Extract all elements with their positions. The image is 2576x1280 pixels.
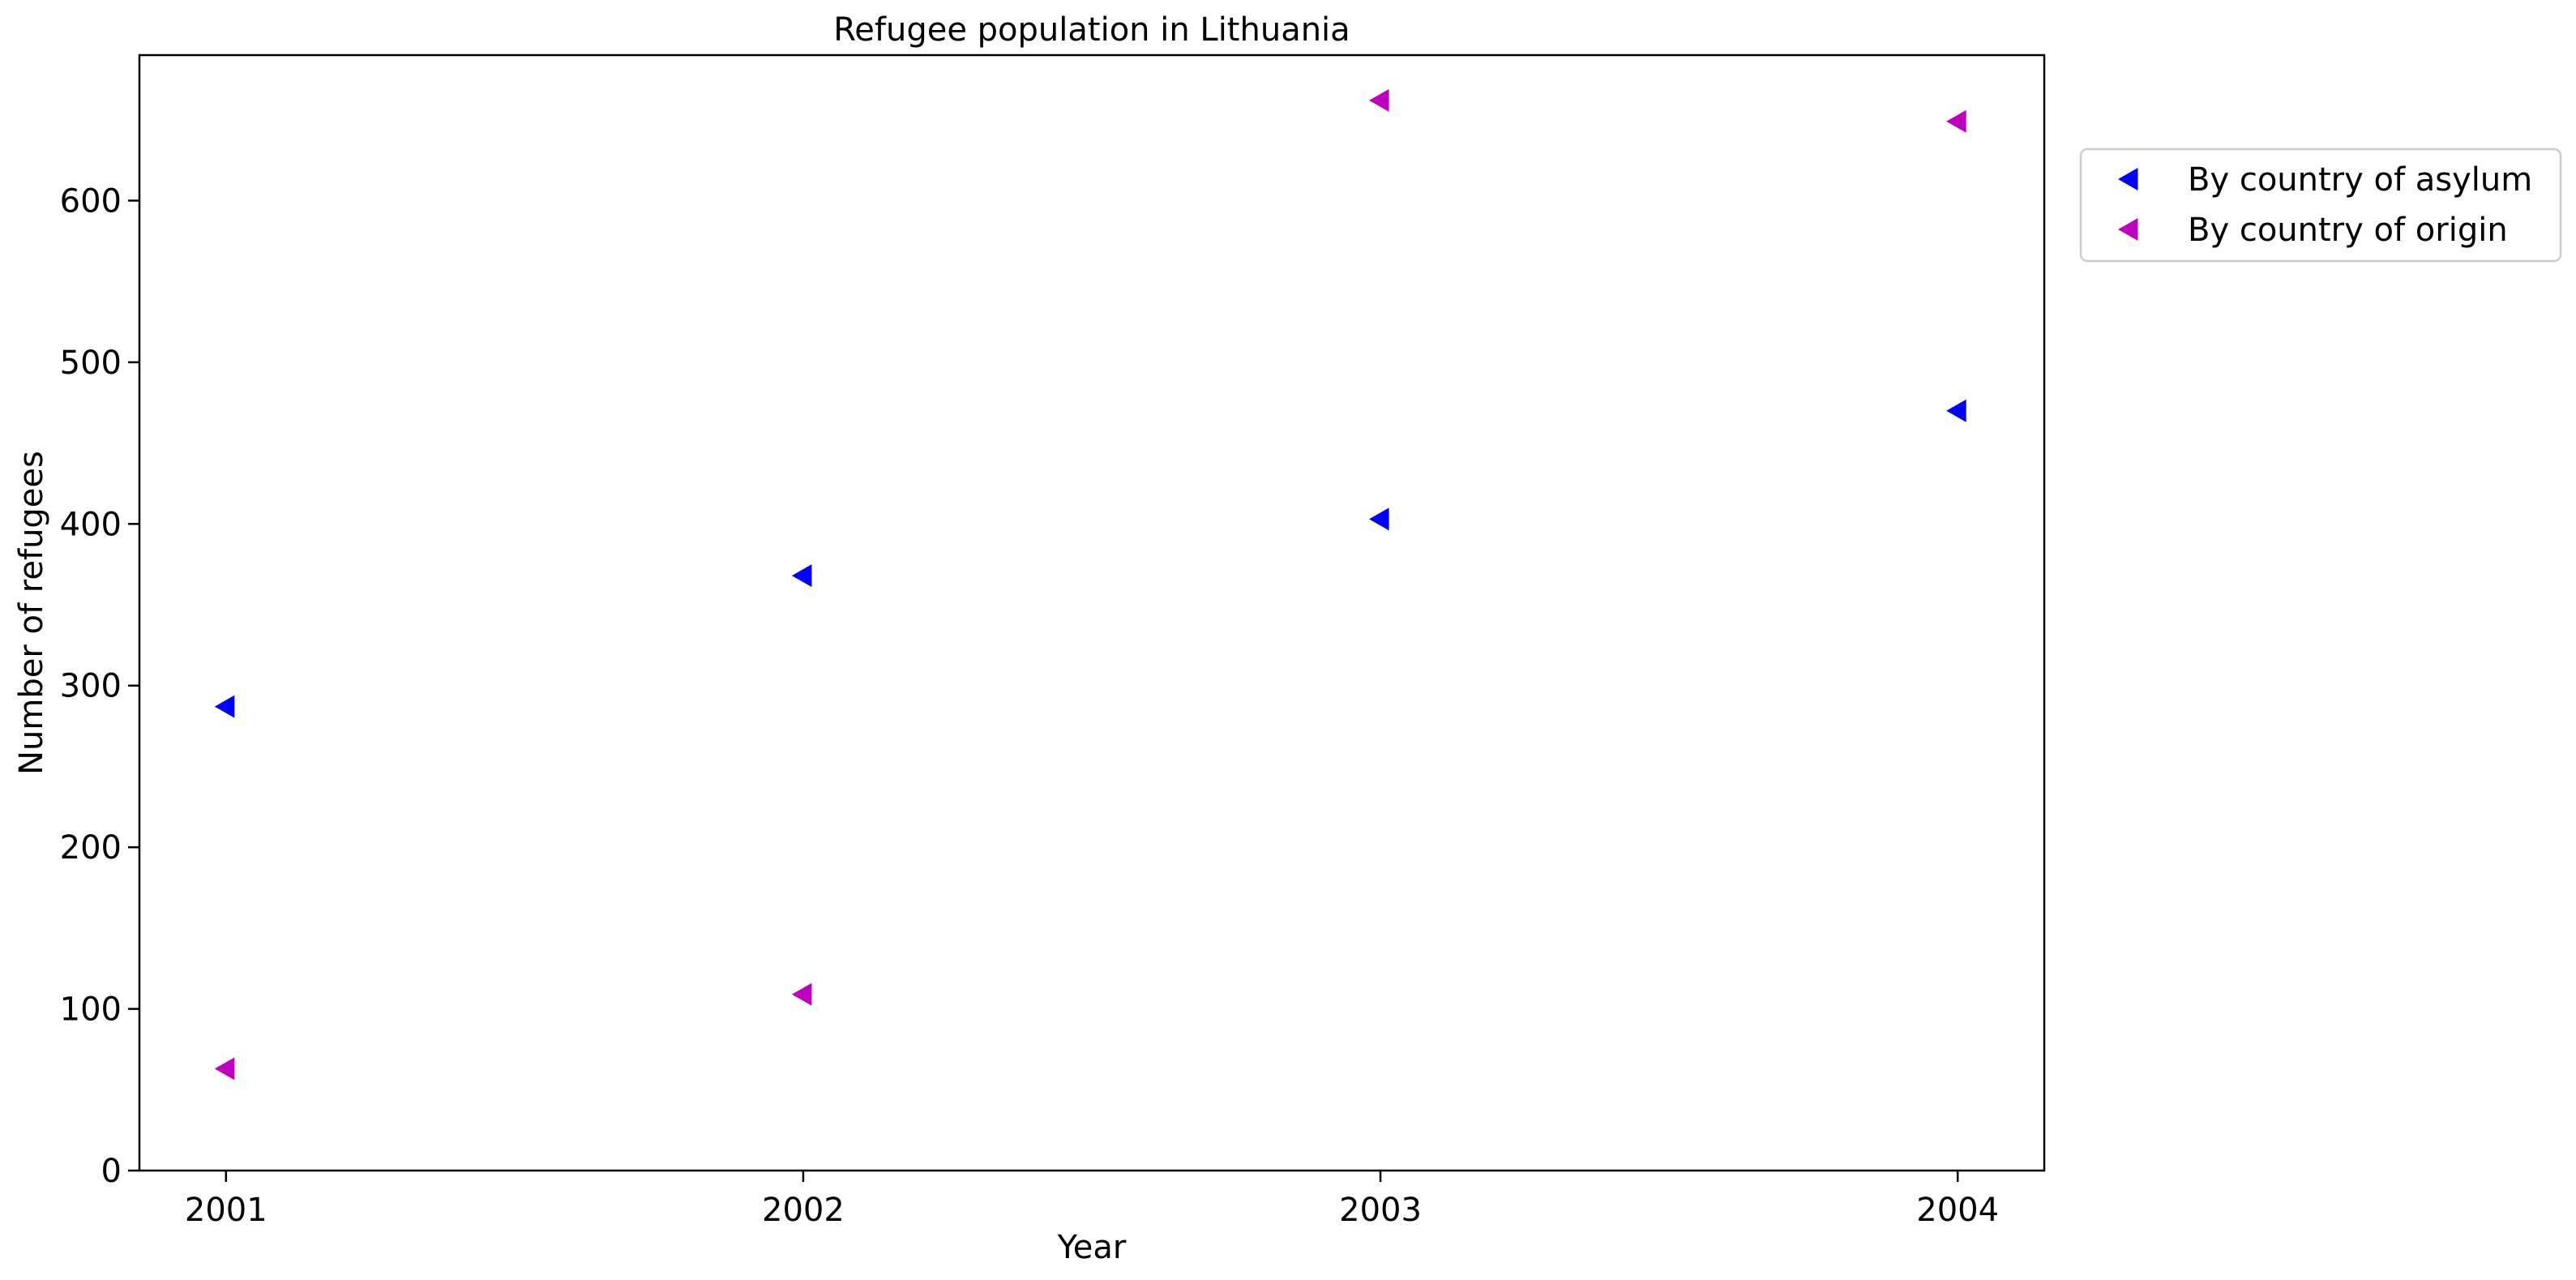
- x-axis-label: Year: [1057, 1229, 1127, 1266]
- data-point-origin: [791, 982, 812, 1006]
- y-tick-label: 300: [60, 668, 122, 705]
- x-tick-label: 2002: [762, 1192, 845, 1229]
- x-tick-label: 2001: [185, 1192, 267, 1229]
- y-tick-label: 500: [60, 345, 122, 382]
- y-tick-label: 600: [60, 182, 122, 220]
- x-axis: 2001 2002 2003 2004: [185, 1171, 1999, 1229]
- chart-title: Refugee population in Lithuania: [833, 11, 1350, 49]
- legend: By country of asylum By country of origin: [2079, 148, 2562, 263]
- y-tick-label: 200: [60, 829, 122, 867]
- data-point-origin: [214, 1057, 235, 1081]
- data-point-origin: [1369, 88, 1389, 112]
- y-tick-label: 0: [101, 1153, 122, 1190]
- y-tick-label: 400: [60, 506, 122, 543]
- data-point-asylum: [1369, 507, 1389, 531]
- y-tick-label: 100: [60, 991, 122, 1029]
- plot-area: [138, 54, 2046, 1172]
- legend-label: By country of asylum: [2188, 161, 2532, 199]
- data-point-origin: [1946, 109, 1966, 133]
- legend-label: By country of origin: [2188, 212, 2508, 249]
- data-points: [214, 88, 1966, 1081]
- data-point-asylum: [791, 564, 812, 588]
- legend-marker: [2118, 168, 2138, 191]
- y-axis: 0 100 200 300 400 500 600: [60, 182, 139, 1190]
- data-point-asylum: [1946, 399, 1966, 422]
- x-tick-label: 2003: [1339, 1192, 1422, 1229]
- x-tick-label: 2004: [1916, 1192, 1999, 1229]
- data-point-asylum: [214, 695, 235, 718]
- legend-marker: [2118, 218, 2138, 241]
- y-axis-label: Number of refugees: [13, 451, 50, 775]
- legend-frame: [2079, 148, 2562, 263]
